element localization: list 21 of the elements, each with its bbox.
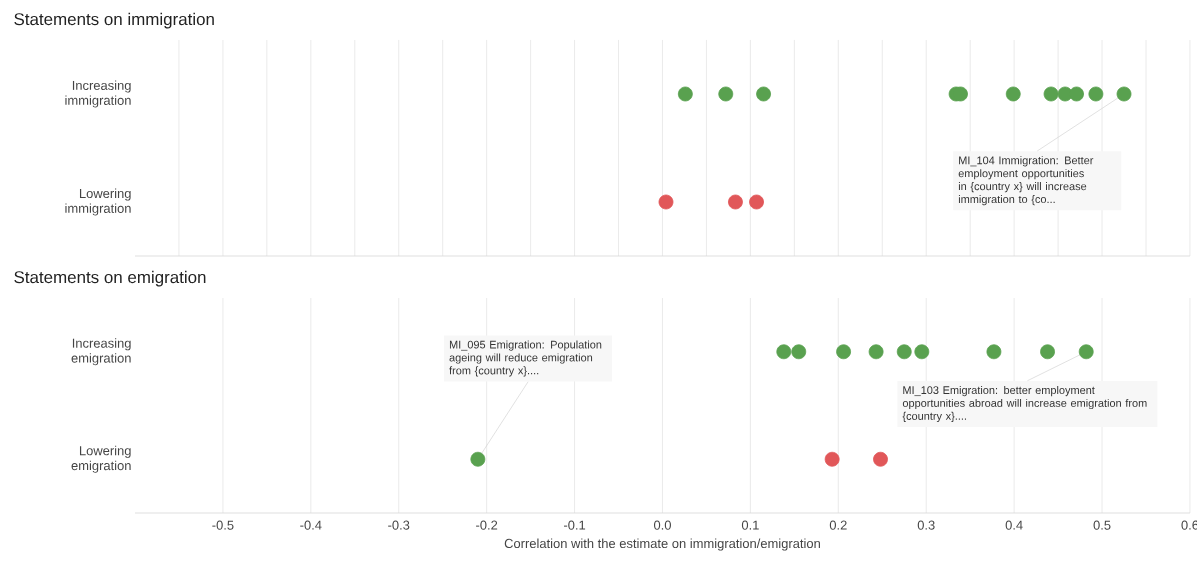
x-tick-label: -0.4 [300, 520, 322, 530]
x-tick-label: 0.2 [829, 520, 847, 530]
y-tick-label: Lowering emigration [71, 445, 131, 473]
x-tick-label: 0.1 [741, 520, 759, 530]
x-tick-label: -0.5 [212, 520, 234, 530]
chart-title: Statements on emigration [14, 270, 206, 287]
y-tick-label: Increasing emigration [71, 338, 131, 366]
x-tick-label: 0.0 [653, 520, 671, 530]
x-tick-label: 0.4 [1005, 520, 1023, 530]
annotation: MI_104 Immigration: Better employment opportunities in {country x} will increase immigration to {co... [958, 156, 1094, 206]
chart-title: Statements on immigration [14, 12, 214, 29]
x-axis-title: Correlation with the estimate on immigration/emigration [504, 538, 820, 551]
annotation: MI_095 Emigration: Population ageing will reduce emigration from {country x}.... [449, 340, 602, 377]
annotation: MI_103 Emigration: better employment opportunities abroad will increase emigration from {country x}.... [902, 385, 1147, 423]
x-tick-label: 0.5 [1093, 520, 1111, 530]
y-tick-label: Increasing immigration [65, 80, 131, 108]
x-tick-label: 0.3 [917, 520, 935, 530]
y-tick-label: Lowering immigration [65, 188, 131, 216]
x-tick-label: -0.3 [388, 520, 410, 530]
x-tick-label: -0.2 [476, 520, 498, 530]
x-tick-label: -0.1 [563, 520, 586, 530]
